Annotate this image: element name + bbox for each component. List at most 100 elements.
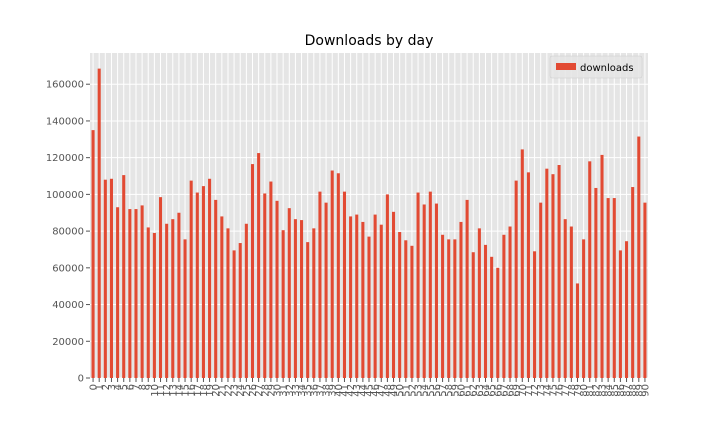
x-tick-label: 23 (230, 384, 241, 397)
bar-12 (165, 223, 169, 378)
x-tick-label: 58 (444, 384, 455, 397)
x-tick-label: 11 (156, 384, 167, 397)
bar-27 (257, 153, 261, 378)
bar-16 (189, 180, 193, 378)
bar-68 (508, 226, 512, 378)
bar-66 (496, 267, 500, 378)
x-tick-label: 1 (95, 384, 106, 390)
x-tick-label: 8 (138, 384, 149, 390)
bar-71 (526, 172, 530, 378)
bar-34 (300, 220, 304, 378)
x-tick-label: 37 (315, 384, 326, 397)
legend-swatch (556, 63, 576, 70)
bar-57 (441, 234, 445, 378)
x-tick-label: 42 (346, 384, 357, 397)
x-tick-label: 66 (493, 384, 504, 397)
x-tick-label: 2 (101, 384, 112, 390)
x-tick-label: 13 (168, 384, 179, 397)
x-tick-label: 62 (469, 384, 480, 397)
x-tick-label: 25 (242, 384, 253, 397)
x-tick-label: 20 (211, 384, 222, 397)
bar-79 (575, 283, 580, 378)
bar-53 (416, 192, 420, 378)
bar-36 (312, 228, 316, 378)
y-tick-label: 20000 (52, 337, 84, 348)
bar-2 (103, 179, 107, 378)
x-tick-label: 33 (291, 384, 302, 397)
bar-60 (459, 221, 463, 378)
x-tick-label: 73 (536, 384, 547, 397)
bar-85 (612, 198, 616, 378)
x-tick-label: 14 (174, 384, 185, 397)
bar-76 (557, 165, 561, 378)
bar-28 (263, 193, 267, 378)
x-tick-label: 71 (524, 384, 535, 397)
y-tick-label: 80000 (52, 227, 84, 238)
bar-88 (631, 187, 635, 378)
x-tick-label: 77 (561, 384, 572, 397)
x-tick-label: 83 (598, 384, 609, 397)
y-tick-label: 60000 (52, 263, 84, 274)
x-tick-label: 44 (358, 384, 369, 397)
x-tick-label: 53 (414, 384, 425, 397)
x-tick-label: 16 (187, 384, 198, 397)
bar-49 (391, 211, 396, 378)
x-tick-label: 79 (573, 384, 584, 397)
bar-29 (269, 181, 273, 378)
x-tick-label: 88 (628, 384, 639, 397)
x-tick-label: 72 (530, 384, 541, 397)
y-tick-label: 140000 (46, 116, 84, 127)
bar-65 (490, 256, 494, 378)
x-tick-label: 87 (622, 384, 633, 397)
x-tick-label: 48 (383, 384, 394, 397)
x-tick-label: 47 (377, 384, 388, 397)
bar-21 (220, 216, 224, 378)
bar-75 (551, 174, 555, 378)
x-tick-label: 40 (334, 384, 345, 397)
x-tick-label: 55 (426, 384, 437, 397)
bar-40 (336, 173, 340, 378)
x-tick-label: 18 (199, 384, 210, 397)
x-tick-label: 46 (371, 384, 382, 397)
x-tick-label: 54 (420, 384, 431, 397)
bar-20 (214, 199, 218, 378)
x-tick-label: 41 (340, 384, 351, 397)
x-tick-label: 51 (401, 384, 412, 397)
x-tick-label: 56 (432, 384, 443, 397)
x-tick-label: 82 (591, 384, 602, 397)
y-tick-label: 40000 (52, 300, 84, 311)
chart-title: Downloads by day (305, 33, 434, 49)
x-tick-label: 26 (248, 384, 259, 397)
x-tick-label: 86 (616, 384, 627, 397)
bar-0 (91, 130, 95, 378)
axes: 0 20000 40000 60000 80000 100000 120000 140000 1… (46, 80, 652, 397)
bar-80 (582, 239, 586, 378)
x-tick-label: 76 (555, 384, 566, 397)
x-tick-label: 68 (506, 384, 517, 397)
bar-18 (201, 186, 205, 378)
bar-46 (373, 214, 377, 378)
bar-39 (330, 170, 334, 378)
bar-50 (398, 232, 402, 378)
bar-32 (287, 208, 291, 378)
y-tick-label: 120000 (46, 153, 84, 164)
x-tick-label: 38 (322, 384, 333, 397)
bar-81 (588, 161, 592, 378)
bar-19 (208, 178, 212, 378)
y-tick-label: 160000 (46, 80, 84, 91)
x-tick-label: 32 (285, 384, 296, 397)
bar-45 (367, 236, 371, 378)
x-tick-label: 3 (107, 384, 118, 390)
bar-7 (134, 209, 138, 378)
x-tick-label: 9 (144, 384, 155, 390)
bar-87 (625, 241, 629, 378)
bar-78 (569, 226, 573, 378)
bar-82 (594, 187, 598, 378)
bar-10 (152, 232, 156, 378)
bar-67 (502, 234, 506, 378)
x-tick-label: 50 (395, 384, 406, 397)
x-tick-label: 27 (254, 384, 265, 397)
x-tick-label: 15 (181, 384, 192, 397)
x-tick-label: 39 (328, 384, 339, 397)
